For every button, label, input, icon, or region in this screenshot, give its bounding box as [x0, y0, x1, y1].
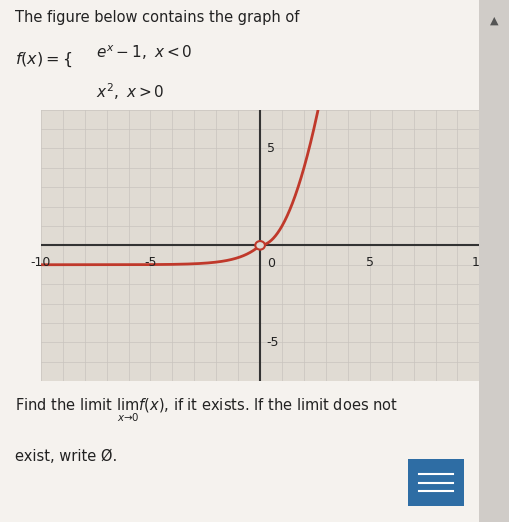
Text: ▲: ▲ — [490, 16, 498, 26]
Circle shape — [255, 241, 264, 250]
Text: exist, write Ø.: exist, write Ø. — [15, 449, 117, 464]
Text: $e^x - 1,\ x < 0$: $e^x - 1,\ x < 0$ — [96, 44, 192, 63]
Text: -5: -5 — [266, 336, 278, 349]
Text: The figure below contains the graph of: The figure below contains the graph of — [15, 10, 299, 26]
Text: -10: -10 — [31, 256, 51, 269]
Text: 5: 5 — [266, 142, 274, 155]
Text: 0: 0 — [266, 257, 274, 270]
Text: $x^2,\ x > 0$: $x^2,\ x > 0$ — [96, 81, 164, 102]
Text: 5: 5 — [365, 256, 373, 269]
Text: Find the limit $\lim_{x \to 0} f(x)$, if it exists. If the limit does not: Find the limit $\lim_{x \to 0} f(x)$, if… — [15, 397, 398, 424]
Text: 10: 10 — [470, 256, 487, 269]
Text: -5: -5 — [144, 256, 156, 269]
Text: $f(x) = \{$: $f(x) = \{$ — [15, 50, 72, 68]
